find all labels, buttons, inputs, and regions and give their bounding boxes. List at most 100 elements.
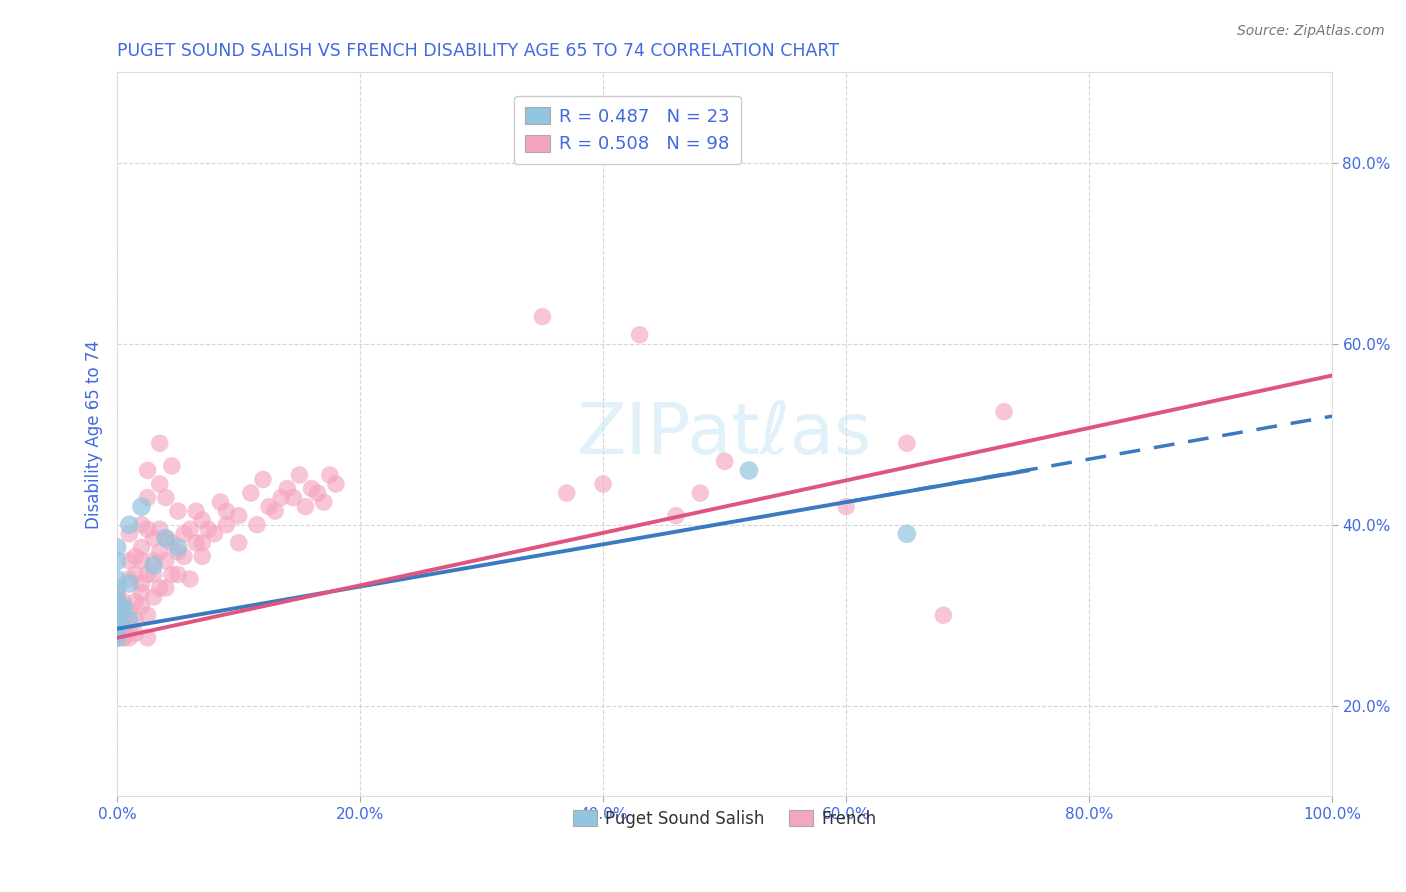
Point bbox=[246, 517, 269, 532]
Text: PUGET SOUND SALISH VS FRENCH DISABILITY AGE 65 TO 74 CORRELATION CHART: PUGET SOUND SALISH VS FRENCH DISABILITY … bbox=[117, 42, 839, 60]
Point bbox=[124, 594, 146, 608]
Point bbox=[149, 477, 172, 491]
Point bbox=[288, 467, 311, 482]
Point bbox=[112, 622, 135, 636]
Point bbox=[173, 549, 195, 564]
Point bbox=[105, 599, 128, 614]
Point bbox=[105, 622, 128, 636]
Point bbox=[191, 549, 214, 564]
Point bbox=[112, 631, 135, 645]
Point bbox=[142, 590, 165, 604]
Point bbox=[149, 436, 172, 450]
Point bbox=[312, 495, 335, 509]
Point bbox=[105, 626, 128, 640]
Point bbox=[301, 482, 323, 496]
Point bbox=[105, 554, 128, 568]
Text: ZIPatℓas: ZIPatℓas bbox=[576, 400, 872, 469]
Point bbox=[155, 531, 177, 545]
Point bbox=[191, 536, 214, 550]
Point bbox=[112, 604, 135, 618]
Point bbox=[124, 613, 146, 627]
Point bbox=[105, 594, 128, 608]
Point bbox=[257, 500, 280, 514]
Point bbox=[118, 631, 141, 645]
Point bbox=[689, 486, 711, 500]
Point bbox=[118, 576, 141, 591]
Point bbox=[270, 491, 292, 505]
Point bbox=[896, 526, 918, 541]
Point bbox=[131, 541, 153, 555]
Point bbox=[105, 617, 128, 632]
Point bbox=[131, 500, 153, 514]
Point bbox=[105, 590, 128, 604]
Point bbox=[167, 504, 190, 518]
Point bbox=[167, 545, 190, 559]
Point bbox=[160, 567, 183, 582]
Text: Source: ZipAtlas.com: Source: ZipAtlas.com bbox=[1237, 24, 1385, 38]
Point bbox=[112, 594, 135, 608]
Point bbox=[283, 491, 305, 505]
Point bbox=[155, 554, 177, 568]
Point bbox=[228, 536, 250, 550]
Point bbox=[105, 604, 128, 618]
Point bbox=[105, 613, 128, 627]
Point bbox=[105, 617, 128, 632]
Point bbox=[932, 608, 955, 623]
Point bbox=[186, 536, 208, 550]
Point bbox=[155, 581, 177, 595]
Point bbox=[155, 491, 177, 505]
Point bbox=[136, 463, 159, 477]
Point bbox=[118, 517, 141, 532]
Point bbox=[215, 517, 238, 532]
Point bbox=[112, 613, 135, 627]
Point bbox=[136, 522, 159, 536]
Point bbox=[993, 404, 1015, 418]
Point bbox=[124, 567, 146, 582]
Point bbox=[209, 495, 232, 509]
Point bbox=[215, 504, 238, 518]
Point bbox=[149, 522, 172, 536]
Point bbox=[136, 608, 159, 623]
Point bbox=[197, 522, 219, 536]
Point bbox=[105, 585, 128, 599]
Point bbox=[167, 567, 190, 582]
Point bbox=[149, 545, 172, 559]
Point bbox=[239, 486, 262, 500]
Point bbox=[738, 463, 761, 477]
Point bbox=[531, 310, 554, 324]
Point bbox=[896, 436, 918, 450]
Point bbox=[124, 549, 146, 564]
Point bbox=[131, 585, 153, 599]
Point bbox=[160, 536, 183, 550]
Point bbox=[105, 631, 128, 645]
Point bbox=[118, 622, 141, 636]
Point bbox=[307, 486, 329, 500]
Point bbox=[252, 473, 274, 487]
Point bbox=[228, 508, 250, 523]
Point bbox=[105, 594, 128, 608]
Point bbox=[136, 631, 159, 645]
Point bbox=[105, 626, 128, 640]
Point bbox=[179, 572, 201, 586]
Point bbox=[713, 454, 735, 468]
Point bbox=[142, 558, 165, 573]
Y-axis label: Disability Age 65 to 74: Disability Age 65 to 74 bbox=[86, 340, 103, 529]
Point bbox=[131, 517, 153, 532]
Point bbox=[155, 531, 177, 545]
Point bbox=[319, 467, 342, 482]
Point bbox=[179, 522, 201, 536]
Point bbox=[118, 613, 141, 627]
Point bbox=[142, 531, 165, 545]
Point bbox=[118, 526, 141, 541]
Point bbox=[325, 477, 347, 491]
Point bbox=[105, 608, 128, 623]
Point bbox=[105, 541, 128, 555]
Point bbox=[105, 608, 128, 623]
Point bbox=[592, 477, 614, 491]
Point bbox=[202, 526, 225, 541]
Point bbox=[118, 554, 141, 568]
Point bbox=[191, 513, 214, 527]
Point bbox=[112, 604, 135, 618]
Point bbox=[264, 504, 287, 518]
Point bbox=[112, 622, 135, 636]
